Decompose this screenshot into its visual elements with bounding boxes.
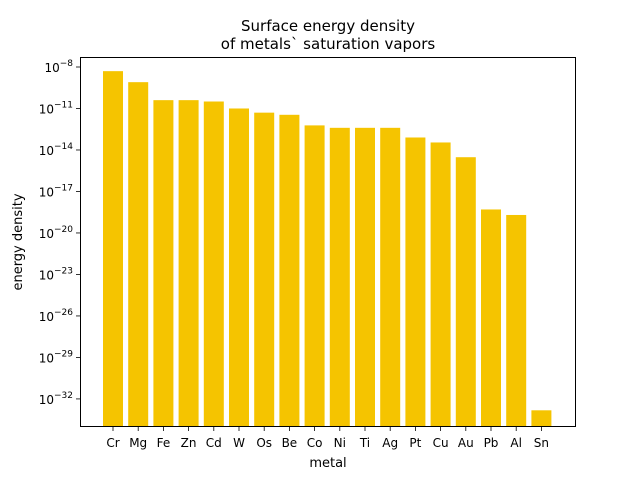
y-tick-label: 10−14 <box>39 142 74 158</box>
x-tick-label-au: Au <box>458 436 474 450</box>
chart-title-line-2: of metals` saturation vapors <box>221 35 436 53</box>
bar-ag <box>380 127 401 427</box>
x-tick-label-pb: Pb <box>484 436 499 450</box>
x-tick-label-cr: Cr <box>106 436 119 450</box>
x-tick-label-ti: Ti <box>359 436 370 450</box>
bar-cu <box>430 142 451 427</box>
bar-cr <box>103 71 123 427</box>
x-tick-label-sn: Sn <box>534 436 549 450</box>
x-tick-label-co: Co <box>307 436 323 450</box>
x-tick-label-al: Al <box>510 436 522 450</box>
bar-au <box>455 157 476 427</box>
x-tick-label-ni: Ni <box>334 436 346 450</box>
y-tick-label: 10−17 <box>39 183 73 199</box>
x-tick-label-w: W <box>233 436 245 450</box>
bar-pt <box>405 137 426 428</box>
bar-mg <box>128 82 149 428</box>
bar-ni <box>329 127 350 427</box>
bars-group <box>103 71 552 428</box>
x-tick-label-zn: Zn <box>181 436 197 450</box>
bar-cd <box>203 101 224 427</box>
y-tick-label: 10−23 <box>39 266 73 282</box>
bar-be <box>279 114 300 428</box>
x-tick-label-mg: Mg <box>129 436 147 450</box>
chart-title-line-1: Surface energy density <box>241 17 415 35</box>
x-tick-label-cu: Cu <box>433 436 449 450</box>
x-tick-label-cd: Cd <box>206 436 222 450</box>
bar-al <box>506 214 527 427</box>
y-tick-label: 10−11 <box>39 100 73 116</box>
x-tick-label-fe: Fe <box>157 436 171 450</box>
x-tick-label-ag: Ag <box>382 436 398 450</box>
y-tick-label: 10−8 <box>44 59 73 75</box>
y-tick-label: 10−29 <box>39 349 74 365</box>
y-tick-label: 10−32 <box>39 391 73 407</box>
x-axis-label: metal <box>309 456 346 471</box>
bar-ti <box>355 127 375 427</box>
x-tick-label-pt: Pt <box>409 436 421 450</box>
plot-frame <box>80 57 576 427</box>
bar-zn <box>178 100 199 427</box>
y-tick-label: 10−26 <box>39 308 74 324</box>
bar-pb <box>481 209 501 427</box>
y-ticks-group: 10−8 10−11 10−14 10−17 10−20 10−23 10−26 10−29 1… <box>39 59 80 407</box>
y-axis-label: energy density <box>11 193 26 290</box>
bar-os <box>254 112 275 428</box>
x-tick-label-os: Os <box>256 436 272 450</box>
bar-co <box>304 125 325 427</box>
bar-sn <box>531 410 552 427</box>
x-tick-label-be: Be <box>282 436 298 450</box>
bar-w <box>229 108 249 428</box>
x-ticks-group: Cr Mg Fe Zn Cd W Os Be Co Ni Ti Ag Pt Cu Au Pb Al Sn <box>106 427 549 450</box>
bar-fe <box>153 100 174 427</box>
y-tick-label: 10−20 <box>39 225 74 241</box>
